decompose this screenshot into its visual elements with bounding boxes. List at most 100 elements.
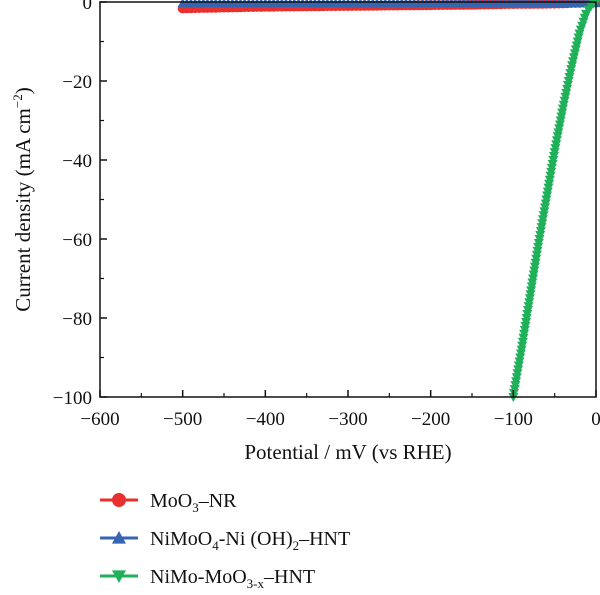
series-3 [508, 0, 600, 402]
data-point-marker [514, 357, 525, 367]
data-point-marker [541, 195, 552, 205]
x-tick-label: 0 [591, 409, 600, 430]
series-layer [177, 0, 600, 402]
data-point-marker [516, 345, 527, 355]
data-point-marker [569, 49, 580, 59]
data-point-marker [547, 159, 558, 169]
legend-label: NiMo-MoO3-x–HNT [150, 566, 315, 591]
y-tick-label: −100 [53, 388, 92, 409]
legend: MoO3–NR NiMoO4-Ni (OH)2–HNT NiMo-MoO3-x–HN… [100, 490, 350, 591]
data-point-marker [519, 325, 530, 335]
legend-item: NiMo-MoO3-x–HNT [100, 566, 315, 591]
y-axis-title: Current density (mA cm−2) [10, 87, 35, 311]
data-point-marker [536, 223, 547, 233]
data-point-marker [524, 298, 535, 308]
data-point-marker [526, 282, 537, 292]
data-point-marker [538, 211, 549, 221]
data-point-marker [511, 373, 522, 383]
data-point-marker [540, 199, 551, 209]
data-point-marker [525, 290, 536, 300]
data-point-marker [543, 183, 554, 193]
data-point-marker [555, 116, 566, 126]
data-point-marker [515, 349, 526, 359]
data-point-marker [571, 41, 582, 51]
data-point-marker [112, 531, 126, 544]
data-point-marker [560, 92, 571, 102]
data-point-marker [558, 100, 569, 110]
y-tick-label: −80 [62, 309, 92, 330]
data-point-marker [554, 120, 565, 130]
data-point-marker [564, 73, 575, 83]
data-point-marker [532, 246, 543, 256]
data-point-marker [565, 69, 576, 79]
data-point-marker [531, 254, 542, 264]
data-point-marker [531, 250, 542, 260]
data-point-marker [510, 381, 521, 391]
data-point-marker [517, 337, 528, 347]
data-point-marker [561, 88, 572, 98]
data-point-marker [563, 77, 574, 86]
data-point-marker [537, 219, 548, 229]
data-point-marker [112, 493, 126, 507]
legend-label: NiMoO4-Ni (OH)2–HNT [150, 528, 350, 553]
data-point-marker [521, 317, 532, 327]
data-point-marker [528, 274, 539, 284]
data-point-marker [542, 187, 553, 197]
data-point-marker [573, 33, 584, 43]
data-point-marker [549, 148, 560, 158]
data-point-marker [546, 167, 557, 177]
data-point-marker [544, 179, 555, 189]
data-point-marker [526, 286, 537, 296]
data-point-marker [517, 341, 528, 351]
data-point-marker [519, 329, 530, 339]
data-point-marker [518, 333, 529, 343]
data-point-marker [545, 171, 556, 181]
legend-label: MoO3–NR [150, 490, 237, 515]
data-point-marker [540, 203, 551, 213]
data-point-marker [552, 132, 563, 142]
data-point-marker [512, 369, 523, 379]
data-point-marker [520, 321, 531, 331]
data-point-marker [535, 231, 546, 241]
data-point-marker [528, 270, 539, 280]
data-point-marker [523, 302, 534, 312]
data-point-marker [537, 215, 548, 225]
data-point-marker [553, 128, 564, 138]
data-point-marker [535, 227, 546, 237]
data-point-marker [521, 314, 532, 323]
legend-item: NiMoO4-Ni (OH)2–HNT [100, 528, 350, 553]
data-point-marker [542, 191, 553, 201]
data-point-marker [509, 385, 520, 395]
x-tick-label: −500 [163, 409, 202, 430]
x-tick-label: −600 [80, 409, 119, 430]
data-point-marker [550, 144, 561, 154]
y-axis: 0 −20 −40 −60 −80 −100 [53, 0, 107, 409]
data-point-marker [556, 112, 567, 122]
x-tick-label: −100 [494, 409, 533, 430]
data-point-marker [527, 278, 538, 288]
data-point-marker [568, 53, 579, 63]
y-tick-label: −20 [62, 72, 92, 93]
data-point-marker [529, 262, 540, 272]
data-point-marker [548, 152, 559, 162]
data-point-marker [562, 80, 573, 90]
x-tick-label: −400 [246, 409, 285, 430]
data-point-marker [554, 124, 565, 134]
data-point-marker [533, 242, 544, 252]
data-point-marker [533, 238, 544, 248]
data-point-marker [567, 61, 578, 71]
x-axis: −600 −500 −400 −300 −200 −100 0 [80, 390, 600, 430]
y-tick-label: −40 [62, 151, 92, 172]
data-point-marker [572, 37, 583, 47]
data-point-marker [557, 108, 568, 118]
data-point-marker [529, 266, 540, 276]
data-point-marker [559, 96, 570, 106]
data-point-marker [534, 235, 545, 244]
x-axis-title: Potential / mV (vs RHE) [244, 440, 451, 464]
x-tick-label: −200 [411, 409, 450, 430]
data-point-marker [522, 306, 533, 316]
data-point-marker [548, 156, 559, 165]
data-point-marker [557, 104, 568, 114]
y-tick-label: 0 [83, 0, 93, 14]
